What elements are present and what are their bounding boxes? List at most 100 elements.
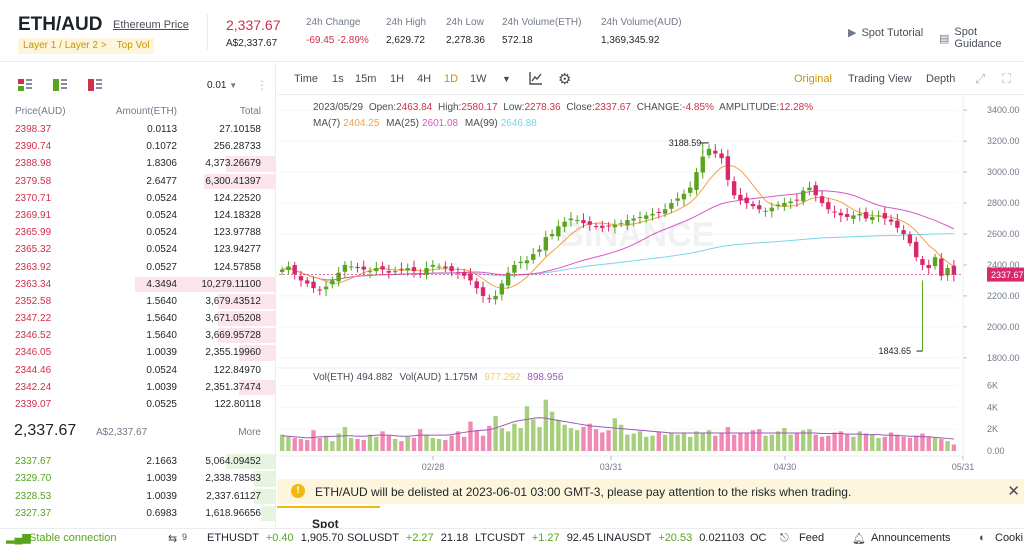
fullscreen-icon[interactable]: ⛶ [1002, 71, 1012, 86]
interval-1h[interactable]: 1H [390, 73, 405, 85]
candle-body [330, 280, 335, 285]
candle-body [505, 272, 511, 286]
ask-row[interactable]: 2370.71 0.0524 124.22520 [0, 190, 275, 207]
bid-row[interactable]: 2337.67 2.1663 5,064.09452 [0, 453, 275, 470]
volume-bar [832, 432, 837, 451]
ask-amount: 0.0524 [146, 244, 177, 256]
ticker-linausdt[interactable]: LINAUSDT +20.53 0.021103 [597, 532, 745, 544]
current-price-tag [987, 267, 1024, 282]
price-tick-label: 3400.00 [987, 105, 1020, 115]
ask-row[interactable]: 2352.58 1.5640 3,679.43512 [0, 293, 275, 310]
candle-body [662, 209, 668, 214]
announcements-link[interactable]: Announcements [871, 532, 951, 544]
ask-price: 2344.46 [15, 364, 52, 376]
ask-row[interactable]: 2346.05 1.0039 2,355.19960 [0, 344, 275, 361]
close-icon[interactable]: ✕ [1007, 483, 1020, 500]
volume-bar [474, 430, 479, 451]
volume-series [279, 399, 957, 451]
spot-guidance-link[interactable]: ▤ Spot Guidance [939, 26, 1002, 50]
ask-row[interactable]: 2369.91 0.0524 124.18328 [0, 207, 275, 224]
ask-row[interactable]: 2388.98 1.8306 4,373.26679 [0, 155, 275, 172]
interval-time[interactable]: Time [294, 73, 319, 85]
ask-row[interactable]: 2342.24 1.0039 2,351.37474 [0, 379, 275, 396]
volume-bar [512, 423, 517, 451]
pair-info-link[interactable]: Ethereum Price [113, 19, 189, 31]
volume-bar [493, 416, 498, 451]
bid-row[interactable]: 2328.53 1.0039 2,337.61127 [0, 488, 275, 505]
ask-row[interactable]: 2344.46 0.0524 122.84970 [0, 362, 275, 379]
ask-total: 3,669.95728 [205, 330, 261, 342]
volume-bar [738, 432, 743, 451]
ask-row[interactable]: 2339.07 0.0525 122.80118 [0, 396, 275, 413]
ask-row[interactable]: 2390.74 0.1072 256.28733 [0, 138, 275, 155]
oc-link[interactable]: OC [750, 532, 767, 544]
volume-bar [549, 411, 555, 451]
candle-body [543, 237, 549, 251]
ask-row[interactable]: 2363.92 0.0527 124.57858 [0, 259, 275, 276]
ask-row[interactable]: 2363.34 4.3494 10,279.11100 [0, 276, 275, 293]
ticker-ethusdt[interactable]: ETHUSDT +0.40 1,905.70 [207, 532, 344, 544]
book-mode-asks-icon[interactable] [88, 79, 102, 91]
ask-total: 124.57858 [213, 261, 261, 273]
spot-tutorial-link[interactable]: ▶ Spot Tutorial [848, 26, 924, 40]
candle-body [901, 230, 906, 234]
ticker-ltcusdt[interactable]: LTCUSDT +1.27 92.45 [475, 532, 595, 544]
price-tick-label: 3200.00 [987, 136, 1020, 146]
more-options-icon[interactable]: ⋮ [256, 78, 268, 92]
depth-bar [203, 173, 275, 189]
gear-icon[interactable]: ⚙ [558, 71, 572, 88]
ask-total: 3,679.43512 [205, 295, 261, 307]
bid-amount: 2.1663 [146, 456, 177, 468]
tag-layer[interactable]: Layer 1 / Layer 2 > [18, 38, 112, 54]
interval-15m[interactable]: 15m [355, 73, 377, 85]
indicator-chart-icon[interactable] [529, 71, 543, 88]
ask-price: 2365.32 [15, 244, 52, 256]
candle-body [637, 216, 643, 218]
interval-1w[interactable]: 1W [470, 73, 487, 85]
interval-4h[interactable]: 4H [417, 73, 432, 85]
view-depth[interactable]: Depth [926, 73, 956, 85]
volume-legend: Vol(ETH) 494.882 Vol(AUD) 1.175M 977.292 8… [313, 372, 564, 383]
interval-1s[interactable]: 1s [332, 73, 344, 85]
volume-bar [687, 436, 693, 451]
bid-row[interactable]: 2327.37 0.6983 1,618.96656 [0, 505, 275, 522]
ask-row[interactable]: 2365.99 0.0524 123.97788 [0, 224, 275, 241]
candle-body [826, 202, 831, 210]
more-link[interactable]: More [238, 427, 261, 439]
order-book-toolbar: 0.01 ▼ ⋮ [0, 63, 275, 103]
tag-topvol[interactable]: Top Vol [111, 38, 155, 54]
ask-row[interactable]: 2379.58 2.6477 6,300.41397 [0, 173, 275, 190]
bid-row[interactable]: 2329.70 1.0039 2,338.78583 [0, 470, 275, 487]
ask-row[interactable]: 2346.52 1.5640 3,669.95728 [0, 327, 275, 344]
candle-body [763, 210, 768, 212]
tab-spot[interactable]: Spot [312, 517, 339, 531]
candle-body [769, 207, 775, 212]
ask-total: 122.80118 [214, 399, 261, 410]
candle-body [945, 268, 950, 276]
book-mode-both-icon[interactable] [18, 79, 32, 91]
ask-row[interactable]: 2398.37 0.0113 27.10158 [0, 121, 275, 138]
candle-body [493, 295, 498, 300]
ask-amount: 4.3494 [146, 278, 177, 290]
feed-link[interactable]: Feed [799, 532, 825, 544]
view-original[interactable]: Original [794, 73, 832, 85]
ticker-solusdt[interactable]: SOLUSDT +2.27 21.18 [347, 532, 469, 544]
volume-bar [323, 435, 329, 451]
book-mode-bids-icon[interactable] [53, 79, 67, 91]
interval-1d[interactable]: 1D [444, 73, 459, 85]
settings-sliders-icon[interactable]: ⇆ [168, 533, 178, 545]
precision-select[interactable]: 0.01 ▼ [207, 80, 238, 91]
volume-bar [581, 426, 586, 451]
price-chart[interactable]: BINANCE 3400.00 3200.00 3000.00 2800.00 2600… [277, 96, 1024, 478]
ask-row[interactable]: 2347.22 1.5640 3,671.05208 [0, 310, 275, 327]
volume-bar [361, 440, 366, 451]
interval-dropdown-icon[interactable]: ▼ [502, 74, 511, 84]
pair-title[interactable]: ETH/AUD [18, 14, 103, 35]
view-trading-view[interactable]: Trading View [848, 73, 912, 85]
stat-24h-change: 24h Change -69.45 -2.89% [306, 17, 369, 46]
cookie-link[interactable]: Cooki [995, 532, 1024, 544]
volume-bar [543, 399, 549, 451]
expand-icon[interactable]: ⤢ [975, 71, 986, 86]
ask-row[interactable]: 2365.32 0.0524 123.94277 [0, 241, 275, 258]
chart-svg[interactable]: BINANCE 3400.003200.003000.002800.002600… [277, 96, 1024, 478]
